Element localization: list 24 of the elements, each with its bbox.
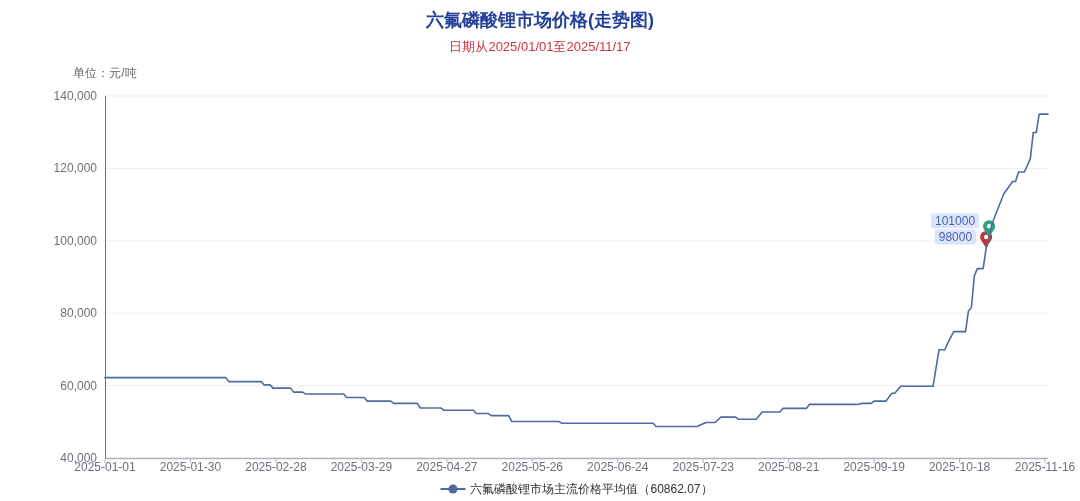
x-tick-label: 2025-05-26 <box>501 460 564 474</box>
legend: 六氟磷酸锂市场主流价格平均值（60862.07） <box>439 482 713 496</box>
x-tick-label: 2025-10-18 <box>928 460 991 474</box>
x-tick-label: 2025-08-21 <box>757 460 820 474</box>
x-tick-label: 2025-06-24 <box>587 460 649 474</box>
y-tick-label: 120,000 <box>53 161 98 176</box>
y-tick-label: 80,000 <box>60 306 98 321</box>
y-tick-label: 100,000 <box>53 233 98 248</box>
x-tick-label: 2025-03-29 <box>330 460 393 474</box>
annotation: 101000 <box>935 214 976 229</box>
x-tick-label: 2025-04-27 <box>416 460 478 474</box>
x-tick-label: 2025-11-16 <box>1014 460 1076 474</box>
annotation-label: 101000 <box>931 213 980 229</box>
chart-title: 六氟磷酸锂市场价格(走势图) <box>425 10 654 30</box>
chart-subtitle: 日期从2025/01/01至2025/11/17 <box>449 39 631 54</box>
x-tick-label: 2025-07-23 <box>672 460 735 474</box>
x-tick-label: 2025-02-28 <box>245 460 307 474</box>
y-tick-label: 140,000 <box>53 89 98 103</box>
x-tick-label: 2025-09-19 <box>843 460 906 474</box>
annotation-label: 98000 <box>934 229 977 245</box>
y-tick-label: 60,000 <box>60 378 98 393</box>
y-axis-title: 单位：元/吨 <box>73 66 137 80</box>
x-tick-label: 2025-01-30 <box>159 460 222 474</box>
annotation: 98000 <box>938 230 973 245</box>
